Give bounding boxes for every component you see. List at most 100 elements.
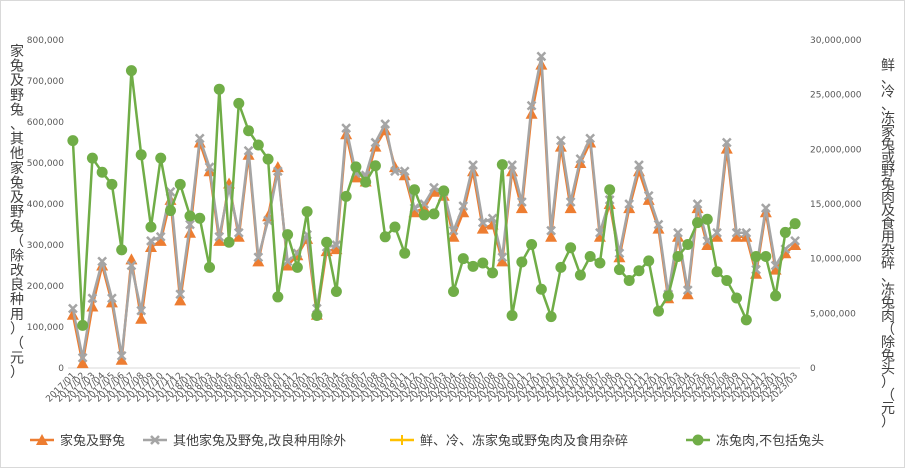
- left-tick-label: 0: [58, 364, 64, 374]
- triangle-marker: [86, 300, 99, 312]
- x-marker: [116, 350, 127, 361]
- left-tick-label: 700,000: [27, 77, 64, 87]
- x-marker: [526, 100, 537, 111]
- axis-title-char: 元: [881, 401, 895, 417]
- triangle-marker: [135, 312, 148, 324]
- series-1: [67, 51, 801, 363]
- circle-marker: [613, 264, 625, 276]
- x-marker: [341, 123, 352, 134]
- circle-marker: [740, 314, 752, 326]
- axis-title-char: 食: [881, 215, 895, 232]
- triangle-marker: [252, 255, 265, 267]
- circle-marker: [555, 261, 567, 273]
- x-marker: [721, 137, 732, 148]
- x-marker: [536, 51, 547, 62]
- axis-title-char: 家: [881, 123, 895, 140]
- circle-marker: [692, 217, 704, 229]
- x-marker: [760, 203, 771, 213]
- x-marker: [497, 252, 508, 263]
- triangle-marker: [515, 202, 528, 214]
- x-marker-stroke: [731, 227, 742, 238]
- axis-title-char: 、: [881, 269, 895, 285]
- circle-marker: [321, 236, 333, 248]
- legend: 家兔及野兔 其他家兔及野兔,改良种用除外 鲜、冷、冻家兔或野兔肉及食用杂碎 冻兔肉,不…: [30, 433, 824, 449]
- x-marker-stroke: [175, 289, 186, 300]
- x-marker-stroke: [155, 231, 166, 242]
- x-marker-stroke: [468, 160, 478, 170]
- x-marker: [214, 231, 225, 242]
- x-marker: [136, 305, 147, 316]
- right-tick-label: 30,000,000: [810, 36, 862, 46]
- right-tick-label: 5,000,000: [810, 309, 856, 319]
- triangle-marker: [730, 230, 743, 242]
- circle-marker: [233, 97, 245, 109]
- x-marker: [194, 133, 205, 144]
- x-marker: [155, 231, 166, 242]
- axis-title-char: 改: [10, 263, 24, 279]
- circle-marker: [330, 285, 342, 297]
- right-axis: 0 5,000,000 10,000,000 15,000,000 20,000,000…: [810, 36, 862, 374]
- circle-marker: [194, 212, 206, 224]
- circle-marker: [701, 213, 713, 225]
- x-marker: [390, 166, 400, 177]
- circle-marker: [584, 250, 596, 262]
- x-marker: [507, 160, 517, 170]
- axis-title-char: 鲜: [881, 58, 895, 74]
- circle-marker: [125, 65, 137, 77]
- circle-marker: [145, 221, 157, 233]
- circle-marker: [164, 205, 176, 217]
- x-marker-stroke: [741, 227, 752, 238]
- x-marker-stroke: [126, 260, 137, 271]
- x-marker-stroke: [477, 217, 488, 228]
- axis-title-char: 冷: [881, 84, 895, 100]
- axis-title-char: 兔: [10, 102, 24, 118]
- circle-marker: [565, 242, 577, 254]
- circle-marker: [789, 218, 801, 230]
- x-marker: [468, 160, 478, 170]
- x-marker: [565, 197, 576, 207]
- x-marker-stroke: [712, 227, 722, 238]
- circle-marker: [174, 178, 186, 190]
- x-marker-stroke: [107, 293, 117, 304]
- x-marker-stroke: [585, 133, 596, 144]
- circle-marker: [155, 152, 167, 164]
- triangle-marker: [789, 239, 802, 250]
- x-marker-stroke: [390, 166, 400, 177]
- x-marker: [653, 219, 664, 230]
- axis-title-char: ）: [881, 375, 895, 391]
- circle-marker: [779, 226, 791, 238]
- axis-title-char: 野: [881, 164, 895, 180]
- x-marker-stroke: [399, 166, 410, 177]
- axis-title-char: 兔: [10, 219, 24, 235]
- axis-title-char: 兔: [10, 175, 24, 191]
- x-marker-stroke: [77, 352, 88, 363]
- circle-marker: [369, 160, 381, 172]
- axis-title-char: 冻: [881, 281, 895, 298]
- x-marker: [585, 133, 596, 144]
- legend-item: 鲜、冷、冻家兔或野兔肉及食用杂碎: [390, 433, 628, 449]
- circle-marker: [223, 236, 235, 248]
- x-marker-stroke: [116, 350, 127, 361]
- axis-title-char: 兔: [881, 137, 895, 153]
- circle-marker: [213, 83, 225, 95]
- axis-title-char: 、: [881, 98, 895, 114]
- circle-marker: [477, 257, 489, 269]
- circle-marker: [116, 244, 128, 256]
- axis-title-char: 其: [10, 132, 24, 148]
- legend-item: 其他家兔及野兔,改良种用除外: [143, 433, 346, 449]
- x-marker: [692, 199, 703, 209]
- x-marker: [575, 154, 586, 164]
- x-marker: [546, 225, 557, 236]
- circle-marker: [692, 434, 704, 446]
- x-marker: [448, 225, 459, 236]
- axis-title-char: 、: [881, 71, 895, 87]
- axis-title-char: 兔: [881, 348, 895, 364]
- axis-title-char: ）: [10, 365, 24, 381]
- triangle-marker: [281, 259, 294, 271]
- circle-marker: [428, 208, 440, 220]
- x-marker: [185, 219, 195, 230]
- x-marker-stroke: [770, 260, 781, 271]
- axis-title-char: 碎: [881, 256, 895, 272]
- circle-marker: [262, 153, 274, 165]
- x-marker-stroke: [536, 51, 547, 62]
